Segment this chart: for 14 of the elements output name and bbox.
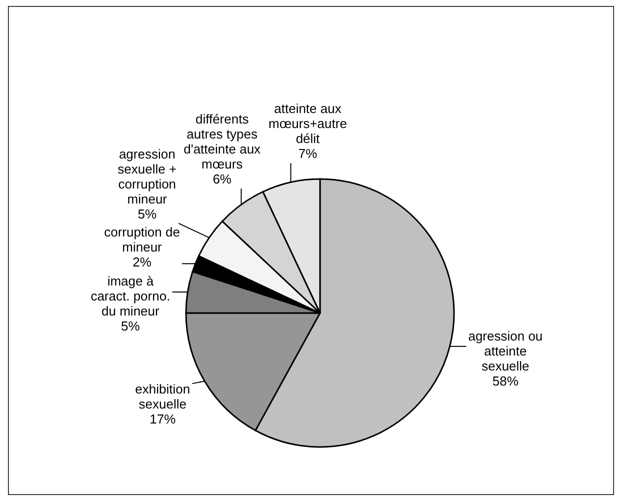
data-label: 6% — [212, 172, 232, 187]
data-label: 2% — [132, 254, 152, 270]
slice-label: image à caract. porno. du mineur — [90, 274, 170, 319]
data-label: 7% — [298, 146, 318, 162]
data-label: 5% — [121, 318, 140, 334]
slice-label: différents autres types d'atteinte aux mœurs — [184, 112, 262, 172]
data-label: 5% — [138, 206, 157, 222]
slice-label: agression ou atteinte sexuelle — [468, 328, 543, 374]
slice-label: atteinte aux mœurs+autre délit — [268, 101, 347, 146]
data-label: 58% — [492, 374, 519, 389]
slice-label: agression sexuelle + corruption mineur — [118, 146, 177, 206]
slice-label: exhibition sexuelle — [135, 382, 190, 412]
data-label: 17% — [150, 412, 176, 427]
slice-label: corruption de mineur — [104, 224, 180, 255]
